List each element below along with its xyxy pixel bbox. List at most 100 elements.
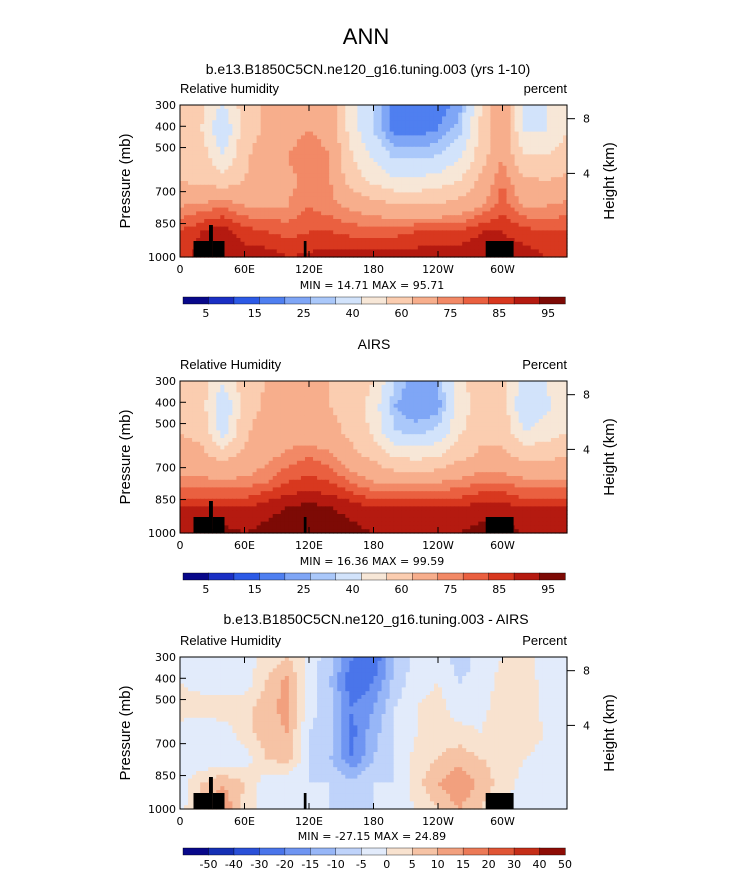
heat-cell <box>518 188 524 193</box>
heat-cell <box>542 158 548 163</box>
heat-cell <box>377 150 383 155</box>
heat-cell <box>462 238 467 243</box>
heat-cell <box>329 108 334 114</box>
heat-cell <box>526 219 532 224</box>
heat-cell <box>304 162 310 167</box>
heat-cell <box>317 219 322 224</box>
heat-cell <box>446 154 451 159</box>
heat-cell <box>196 415 201 420</box>
heat-cell <box>558 238 564 243</box>
heat-cell <box>208 181 213 186</box>
heat-cell <box>401 127 407 133</box>
heat-cell <box>256 135 262 140</box>
heat-cell <box>325 131 330 136</box>
heat-cell <box>494 135 500 140</box>
heat-cell <box>313 177 318 182</box>
heat-cell <box>530 207 536 212</box>
heat-cell <box>550 219 556 224</box>
heat-cell <box>510 112 516 117</box>
heat-cell <box>538 146 544 152</box>
heat-cell <box>232 184 238 190</box>
heat-cell <box>518 120 524 125</box>
heat-cell <box>522 188 528 193</box>
panel-1-stats: MIN = 14.71 MAX = 95.71 <box>300 279 444 292</box>
heat-cell <box>550 238 556 243</box>
heat-cell <box>478 253 483 258</box>
heat-cell <box>333 165 338 171</box>
heat-cell <box>558 116 564 121</box>
heat-cell <box>353 238 358 243</box>
heat-cell <box>208 203 213 209</box>
heat-cell <box>365 196 371 201</box>
heat-cell <box>224 116 229 121</box>
heat-cell <box>232 173 238 178</box>
heat-cell <box>284 112 290 117</box>
heat-cell <box>474 154 479 159</box>
heat-cell <box>498 127 504 133</box>
heat-cell <box>337 154 342 159</box>
heat-cell <box>518 165 524 171</box>
heat-cell <box>554 403 560 409</box>
heat-cell <box>518 196 524 201</box>
heat-cell <box>244 200 250 205</box>
heat-cell <box>240 177 246 182</box>
heat-cell <box>518 105 524 110</box>
heat-cell <box>296 184 302 190</box>
heat-cell <box>184 124 189 129</box>
heat-cell <box>373 241 379 247</box>
heat-cell <box>546 211 552 216</box>
heat-cell <box>321 188 326 193</box>
heat-cell <box>429 407 435 412</box>
heat-cell <box>482 158 487 163</box>
heat-cell <box>522 162 528 167</box>
heat-cell <box>454 238 459 243</box>
heat-cell <box>341 105 346 110</box>
heat-cell <box>365 245 371 250</box>
heat-cell <box>482 207 487 212</box>
heat-cell <box>542 245 548 250</box>
heat-cell <box>365 146 371 152</box>
heat-cell <box>244 120 250 125</box>
heat-cell <box>550 146 556 152</box>
heat-cell <box>272 230 278 235</box>
x-tick-label: 180 <box>363 263 384 276</box>
heat-cell <box>542 381 548 386</box>
heat-cell <box>502 415 508 420</box>
heat-cell <box>321 241 326 247</box>
heat-cell <box>220 196 225 201</box>
heat-cell <box>208 400 213 405</box>
heat-cell <box>482 124 487 129</box>
heat-cell <box>474 396 479 401</box>
heat-cell <box>474 127 479 133</box>
heat-cell <box>329 245 334 250</box>
heat-cell <box>470 249 475 254</box>
heat-cell <box>530 154 536 159</box>
heat-cell <box>442 112 447 117</box>
heat-cell <box>562 241 568 247</box>
heat-cell <box>325 139 330 144</box>
heat-cell <box>421 108 427 114</box>
heat-cell <box>333 184 338 190</box>
heat-cell <box>458 135 463 140</box>
heat-cell <box>325 173 330 178</box>
heat-cell <box>212 188 217 193</box>
heat-cell <box>494 388 500 393</box>
heat-cell <box>478 184 483 190</box>
heat-cell <box>405 150 411 155</box>
heat-cell <box>353 403 358 409</box>
heat-cell <box>502 108 508 114</box>
heat-cell <box>401 105 407 110</box>
heat-cell <box>349 207 354 212</box>
heat-cell <box>296 407 302 412</box>
heat-cell <box>417 411 423 416</box>
heat-cell <box>393 165 399 171</box>
heat-cell <box>313 135 318 140</box>
heat-cell <box>562 203 568 209</box>
heat-cell <box>228 384 234 390</box>
heat-cell <box>272 241 278 247</box>
heat-cell <box>224 143 229 148</box>
heat-cell <box>530 388 536 393</box>
heat-cell <box>365 165 371 171</box>
heat-cell <box>558 222 564 228</box>
heat-cell <box>538 400 544 405</box>
